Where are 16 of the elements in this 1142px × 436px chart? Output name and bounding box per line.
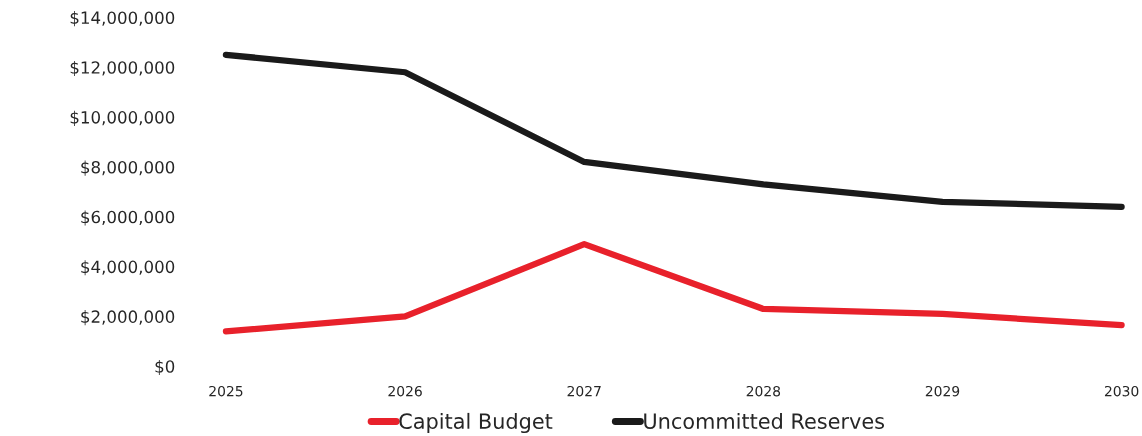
x-tick-label: 2027 (567, 385, 601, 397)
y-tick-label: $2,000,000 (81, 310, 175, 326)
y-tick-label: $6,000,000 (81, 210, 175, 226)
y-tick-label: $8,000,000 (81, 160, 175, 176)
y-tick-label: $4,000,000 (81, 260, 175, 276)
legend-label: Uncommitted Reserves (644, 412, 885, 430)
y-tick-label: $14,000,000 (70, 11, 175, 27)
x-tick-label: 2029 (925, 385, 960, 397)
legend-label: Capital Budget (399, 412, 553, 434)
x-tick-label: 2026 (388, 385, 422, 397)
y-tick-label: $10,000,000 (70, 110, 175, 126)
x-tick-label: 2028 (746, 385, 781, 397)
y-tick-label: $0 (155, 359, 175, 376)
x-tick-label: 2030 (1104, 385, 1139, 397)
x-tick-label: 2025 (209, 385, 243, 397)
y-tick-label: $12,000,000 (70, 60, 175, 77)
